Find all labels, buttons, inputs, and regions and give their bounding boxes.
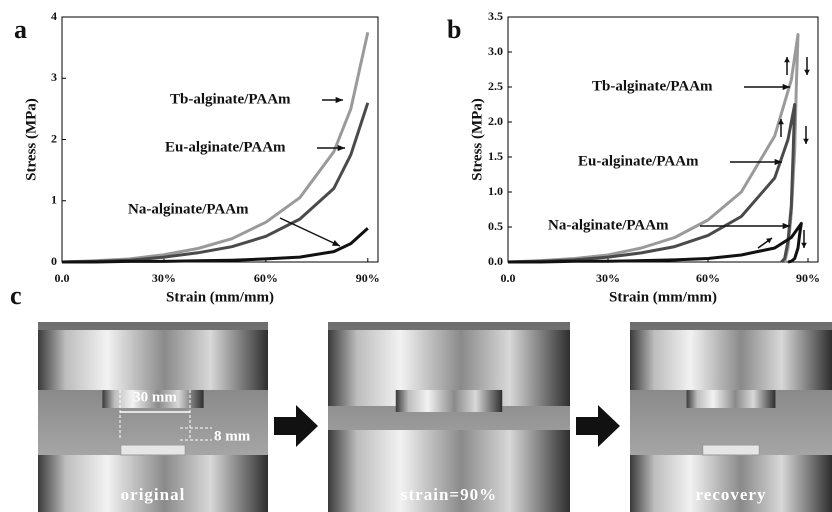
series-label: Eu-alginate/PAAm [578,153,699,169]
direction-head [778,119,784,125]
x-tick-label: 0.0 [55,271,70,285]
lower-plate [328,430,570,512]
y-tick-label: 3.0 [488,44,503,58]
pointer-line [279,217,341,247]
x-tick-label: 90% [356,271,380,285]
y-axis-title: Stress (MPa) [23,98,39,181]
series-label: Tb-alginate/PAAm [592,78,713,94]
pointer-head [332,240,340,246]
panel-label: c [10,281,22,310]
y-tick-label: 0.5 [488,219,503,233]
sample [702,444,760,456]
series-line [507,103,797,264]
series-label: Na-alginate/PAAm [128,201,249,217]
photo-caption: original [121,485,186,504]
sample [120,444,186,456]
shaft [102,390,204,408]
shaft [686,390,776,408]
y-tick-label: 3 [51,70,57,84]
y-tick-label: 2.0 [488,114,503,128]
pointer-head [774,158,782,166]
x-tick-label: 30% [152,271,176,285]
pointer-head [782,83,790,91]
pointer-head [782,222,790,230]
direction-head [784,57,790,63]
x-tick-label: 60% [254,271,278,285]
y-tick-label: 2 [51,131,57,145]
direction-head [766,238,772,244]
x-tick-label: 90% [796,271,820,285]
direction-head [801,242,807,248]
series-line [508,222,803,264]
series-label: Na-alginate/PAAm [548,217,669,233]
series-label: Tb-alginate/PAAm [170,91,291,107]
y-tick-label: 2.5 [488,79,503,93]
x-axis-title: Strain (mm/mm) [609,289,717,305]
lower-plate [38,455,268,512]
photo [630,322,832,512]
photo-caption: strain=90% [401,485,497,504]
direction-head [804,69,810,75]
panel-label: a [14,15,27,44]
y-tick-label: 1.5 [488,149,503,163]
upper-plate [38,330,268,390]
x-tick-label: 60% [696,271,720,285]
dimension-label: 30 mm [133,389,177,405]
photo [328,322,570,512]
y-tick-label: 4 [51,9,57,23]
photo-caption: recovery [696,485,767,504]
pointer-head [335,96,343,104]
flow-arrow [576,405,620,447]
y-axis-title: Stress (MPa) [469,98,485,181]
plot-frame [507,16,819,263]
y-tick-label: 3.5 [488,9,503,23]
series-line [62,227,369,264]
series-label: Eu-alginate/PAAm [165,139,286,155]
y-tick-label: 0 [51,254,57,268]
dimension-label: 8 mm [214,428,251,444]
panel-label: b [447,15,461,44]
pointer-head [337,144,345,152]
direction-head [803,138,809,144]
y-tick-label: 1 [51,193,57,207]
photo [38,322,268,512]
x-tick-label: 0.0 [501,271,516,285]
x-axis-title: Strain (mm/mm) [166,289,274,305]
y-tick-label: 0.0 [488,254,503,268]
x-tick-label: 30% [596,271,620,285]
y-tick-label: 1.0 [488,184,503,198]
lower-plate [630,455,832,512]
upper-plate [630,330,832,390]
shaft [395,390,503,412]
flow-arrow [274,405,318,447]
